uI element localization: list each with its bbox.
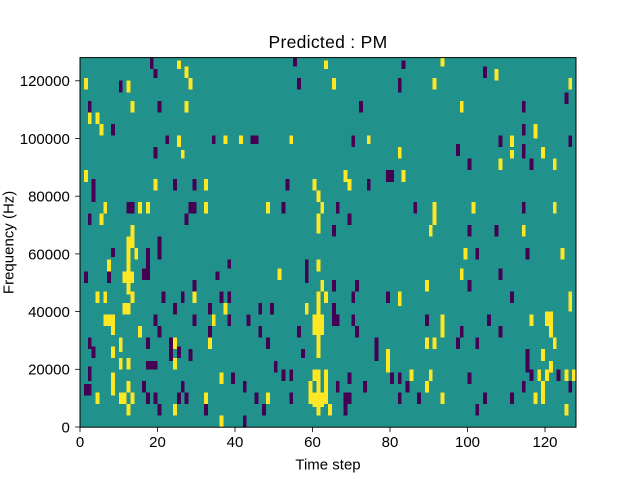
svg-text:40: 40: [227, 434, 244, 451]
svg-text:Time step: Time step: [295, 457, 360, 474]
svg-text:0: 0: [76, 434, 84, 451]
svg-text:20: 20: [149, 434, 166, 451]
svg-text:0: 0: [61, 419, 69, 436]
svg-text:100: 100: [455, 434, 480, 451]
svg-text:120000: 120000: [20, 73, 70, 90]
svg-text:60: 60: [304, 434, 321, 451]
svg-text:Frequency (Hz): Frequency (Hz): [1, 191, 18, 294]
svg-text:60000: 60000: [28, 246, 70, 263]
svg-text:40000: 40000: [28, 304, 70, 321]
svg-text:100000: 100000: [20, 131, 70, 148]
svg-text:80000: 80000: [28, 189, 70, 206]
svg-text:120: 120: [532, 434, 557, 451]
svg-text:80: 80: [382, 434, 399, 451]
svg-text:Predicted : PM: Predicted : PM: [269, 32, 388, 52]
svg-text:20000: 20000: [28, 362, 70, 379]
